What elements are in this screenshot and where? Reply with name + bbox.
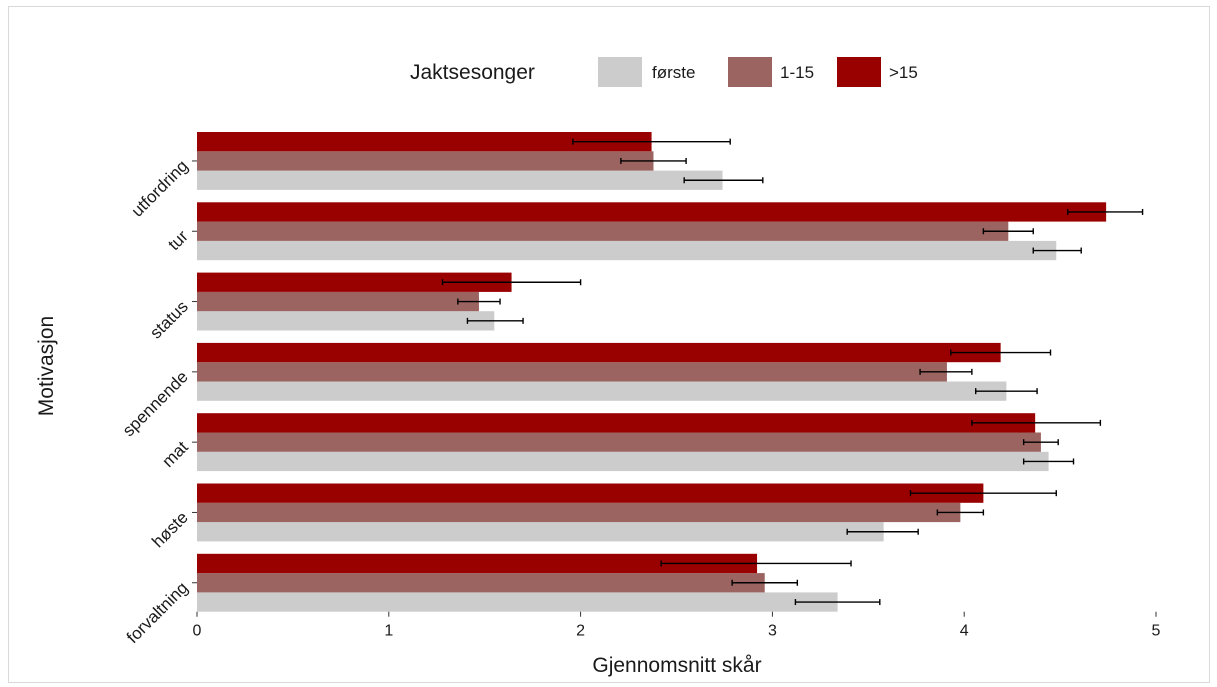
y-tick-label: forvaltning (123, 578, 192, 647)
bar (197, 522, 884, 542)
bar (197, 381, 1007, 401)
error-bar (620, 157, 687, 164)
y-tick-label: utfordring (128, 156, 192, 220)
error-bar (660, 560, 852, 567)
error-bar (1032, 247, 1082, 254)
error-bar (982, 228, 1034, 235)
error-bars (441, 138, 1144, 606)
error-bar (909, 490, 1057, 497)
bar (197, 432, 1041, 452)
error-bar (441, 279, 582, 286)
y-tick-label: mat (158, 437, 192, 471)
error-bar (457, 298, 501, 305)
error-bar (936, 509, 985, 516)
error-bar (1067, 208, 1144, 215)
error-bar (731, 579, 799, 586)
bar (197, 362, 947, 382)
bar (197, 573, 765, 593)
legend-label: første (652, 63, 695, 82)
chart-frame (8, 6, 1210, 683)
legend-title: Jaktsesonger (410, 61, 535, 84)
legend-swatch (598, 57, 642, 87)
bar (197, 291, 479, 312)
y-tick-label: høste (148, 508, 192, 552)
bar (197, 483, 984, 503)
legend: Jaktsesonger første 1-15 >15 (410, 57, 918, 87)
x-tick-label: 0 (193, 623, 202, 640)
bar (197, 553, 758, 574)
error-bar (919, 368, 973, 375)
bar (197, 311, 495, 331)
x-tick-label: 4 (960, 623, 969, 640)
bar (197, 151, 654, 171)
y-tick-label: status (146, 297, 192, 343)
error-bar (466, 317, 524, 324)
x-tick-label: 1 (384, 623, 393, 640)
error-bar (1022, 458, 1075, 465)
legend-item: første (598, 57, 695, 87)
bar (197, 221, 1009, 241)
error-bar (572, 138, 731, 145)
error-bar (794, 599, 881, 606)
x-tick-label: 5 (1152, 623, 1161, 640)
legend-swatch (837, 57, 881, 87)
error-bar (683, 177, 764, 184)
x-axis-title: Gjennomsnitt skår (592, 654, 761, 677)
y-axis-title: Motivasjon (35, 316, 58, 416)
error-bar (950, 349, 1052, 356)
x-tick-label: 3 (768, 623, 777, 640)
bar (197, 502, 961, 523)
legend-item: 1-15 (728, 57, 814, 87)
bar (197, 272, 512, 292)
legend-item: >15 (837, 57, 918, 87)
x-tick-label: 2 (576, 623, 585, 640)
bar (197, 342, 1001, 363)
error-bar (975, 388, 1038, 395)
legend-swatch (728, 57, 772, 87)
bars (197, 132, 1107, 612)
error-bar (1022, 439, 1059, 446)
bar (197, 240, 1057, 261)
legend-label: 1-15 (780, 63, 814, 82)
bar (197, 170, 723, 190)
error-bar (971, 419, 1102, 426)
bar (197, 413, 1036, 433)
bar (197, 451, 1049, 472)
error-bar (846, 528, 919, 535)
bar (197, 592, 838, 612)
y-tick-label: spennende (119, 367, 192, 440)
bar (197, 132, 652, 152)
x-axis: 0 1 2 3 4 5 (193, 611, 1161, 640)
y-tick-label: tur (164, 226, 192, 254)
bar (197, 202, 1107, 222)
legend-label: >15 (889, 63, 918, 82)
